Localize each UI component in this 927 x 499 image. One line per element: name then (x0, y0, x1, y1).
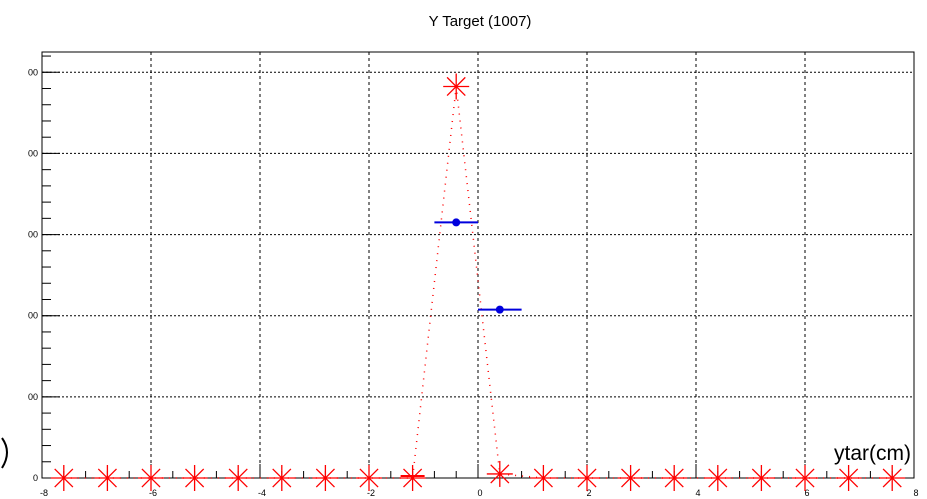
star-stroke (315, 468, 335, 488)
star-stroke (272, 468, 292, 488)
data-point-star (94, 465, 121, 491)
y-tick-label: 0 (33, 473, 38, 483)
star-stroke (751, 468, 771, 488)
chart-title: Y Target (1007) (429, 13, 532, 30)
star-stroke (54, 468, 74, 488)
y-tick-label: 00 (28, 230, 38, 240)
star-stroke (359, 468, 379, 488)
data-point-star (225, 465, 252, 491)
star-stroke (795, 468, 815, 488)
data-point-star (356, 465, 382, 491)
point-marker (452, 218, 461, 227)
star-stroke (839, 468, 859, 488)
star-stroke (185, 468, 205, 488)
x-axis-label: ytar(cm) (834, 442, 911, 465)
series-red (50, 73, 906, 491)
data-point-star (879, 465, 906, 491)
star-stroke (141, 468, 161, 488)
data-point-star (704, 465, 731, 491)
data-point-star (486, 460, 513, 487)
data-point-star (792, 465, 818, 491)
data-point-star (574, 465, 600, 491)
data-point-star (399, 465, 426, 491)
left-edge-glyph (1, 437, 8, 469)
x-tick-label: 0 (477, 488, 482, 498)
star-stroke (882, 468, 902, 488)
data-point-star (617, 465, 644, 491)
data-point-star (181, 465, 208, 491)
star-stroke (403, 468, 423, 488)
data-point-star (138, 465, 164, 491)
data-point-star (530, 465, 557, 491)
x-tick-label: 6 (804, 488, 809, 498)
star-stroke (228, 468, 248, 488)
x-tick-label: -2 (367, 488, 375, 498)
x-tick-label: -6 (149, 488, 157, 498)
y-tick-label: 00 (28, 311, 38, 321)
star-stroke (708, 468, 728, 488)
series-blue (434, 218, 522, 314)
data-point-star (748, 465, 775, 491)
y-tick-label: 00 (28, 392, 38, 402)
star-stroke (490, 464, 510, 484)
data-point-star (835, 465, 862, 491)
star-stroke (97, 468, 117, 488)
star-stroke (446, 76, 466, 97)
x-tick-label: 2 (586, 488, 591, 498)
data-point-blue (478, 305, 522, 314)
x-tick-label: -4 (258, 488, 266, 498)
star-stroke (664, 468, 684, 488)
x-tick-label: -8 (40, 488, 48, 498)
data-point-star (268, 465, 295, 491)
data-point-star (661, 465, 688, 491)
star-stroke (533, 468, 553, 488)
star-stroke (621, 468, 641, 488)
grid (42, 52, 914, 478)
x-tick-label: 4 (695, 488, 700, 498)
y-tick-label: 00 (28, 148, 38, 158)
data-point-star (443, 73, 470, 100)
point-marker (495, 305, 504, 314)
data-point-star (312, 465, 339, 491)
x-tick-label: 8 (913, 488, 918, 498)
data-point-blue (434, 218, 478, 227)
star-stroke (577, 468, 597, 488)
data-point-star (50, 465, 77, 491)
y-tick-label: 00 (28, 67, 38, 77)
